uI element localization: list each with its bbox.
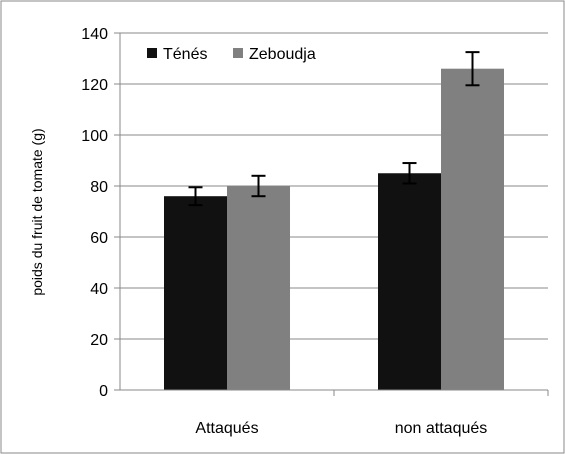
bar: [378, 173, 441, 390]
y-tick-labels: 0 20 40 60 80 100 120 140: [81, 26, 108, 400]
y-tick-label: 0: [99, 383, 108, 400]
axes: [119, 33, 548, 391]
x-tick-label: non attaqués: [395, 420, 488, 437]
legend: Ténés Zeboudja: [147, 46, 316, 63]
y-tick-label: 120: [81, 77, 108, 94]
y-tick-label: 60: [90, 230, 108, 247]
bars: [164, 68, 549, 396]
y-tick-label: 40: [90, 281, 108, 298]
y-tick-label: 100: [81, 128, 108, 145]
legend-label-zeboudja: Zeboudja: [249, 46, 316, 63]
y-tick-label: 20: [90, 332, 108, 349]
x-tick-labels: Attaqués non attaqués: [195, 420, 487, 437]
y-tick-label: 80: [90, 179, 108, 196]
y-axis-title: poids du fruit de tomate (g): [29, 128, 45, 295]
legend-swatch-tenes: [147, 48, 157, 58]
error-bars: [188, 51, 480, 207]
bar: [227, 186, 290, 390]
bar: [441, 68, 504, 390]
y-tick-label: 140: [81, 26, 108, 43]
legend-label-tenes: Ténés: [163, 46, 207, 63]
x-tick-label: Attaqués: [195, 420, 258, 437]
legend-swatch-zeboudja: [233, 48, 243, 58]
bar: [164, 196, 227, 390]
